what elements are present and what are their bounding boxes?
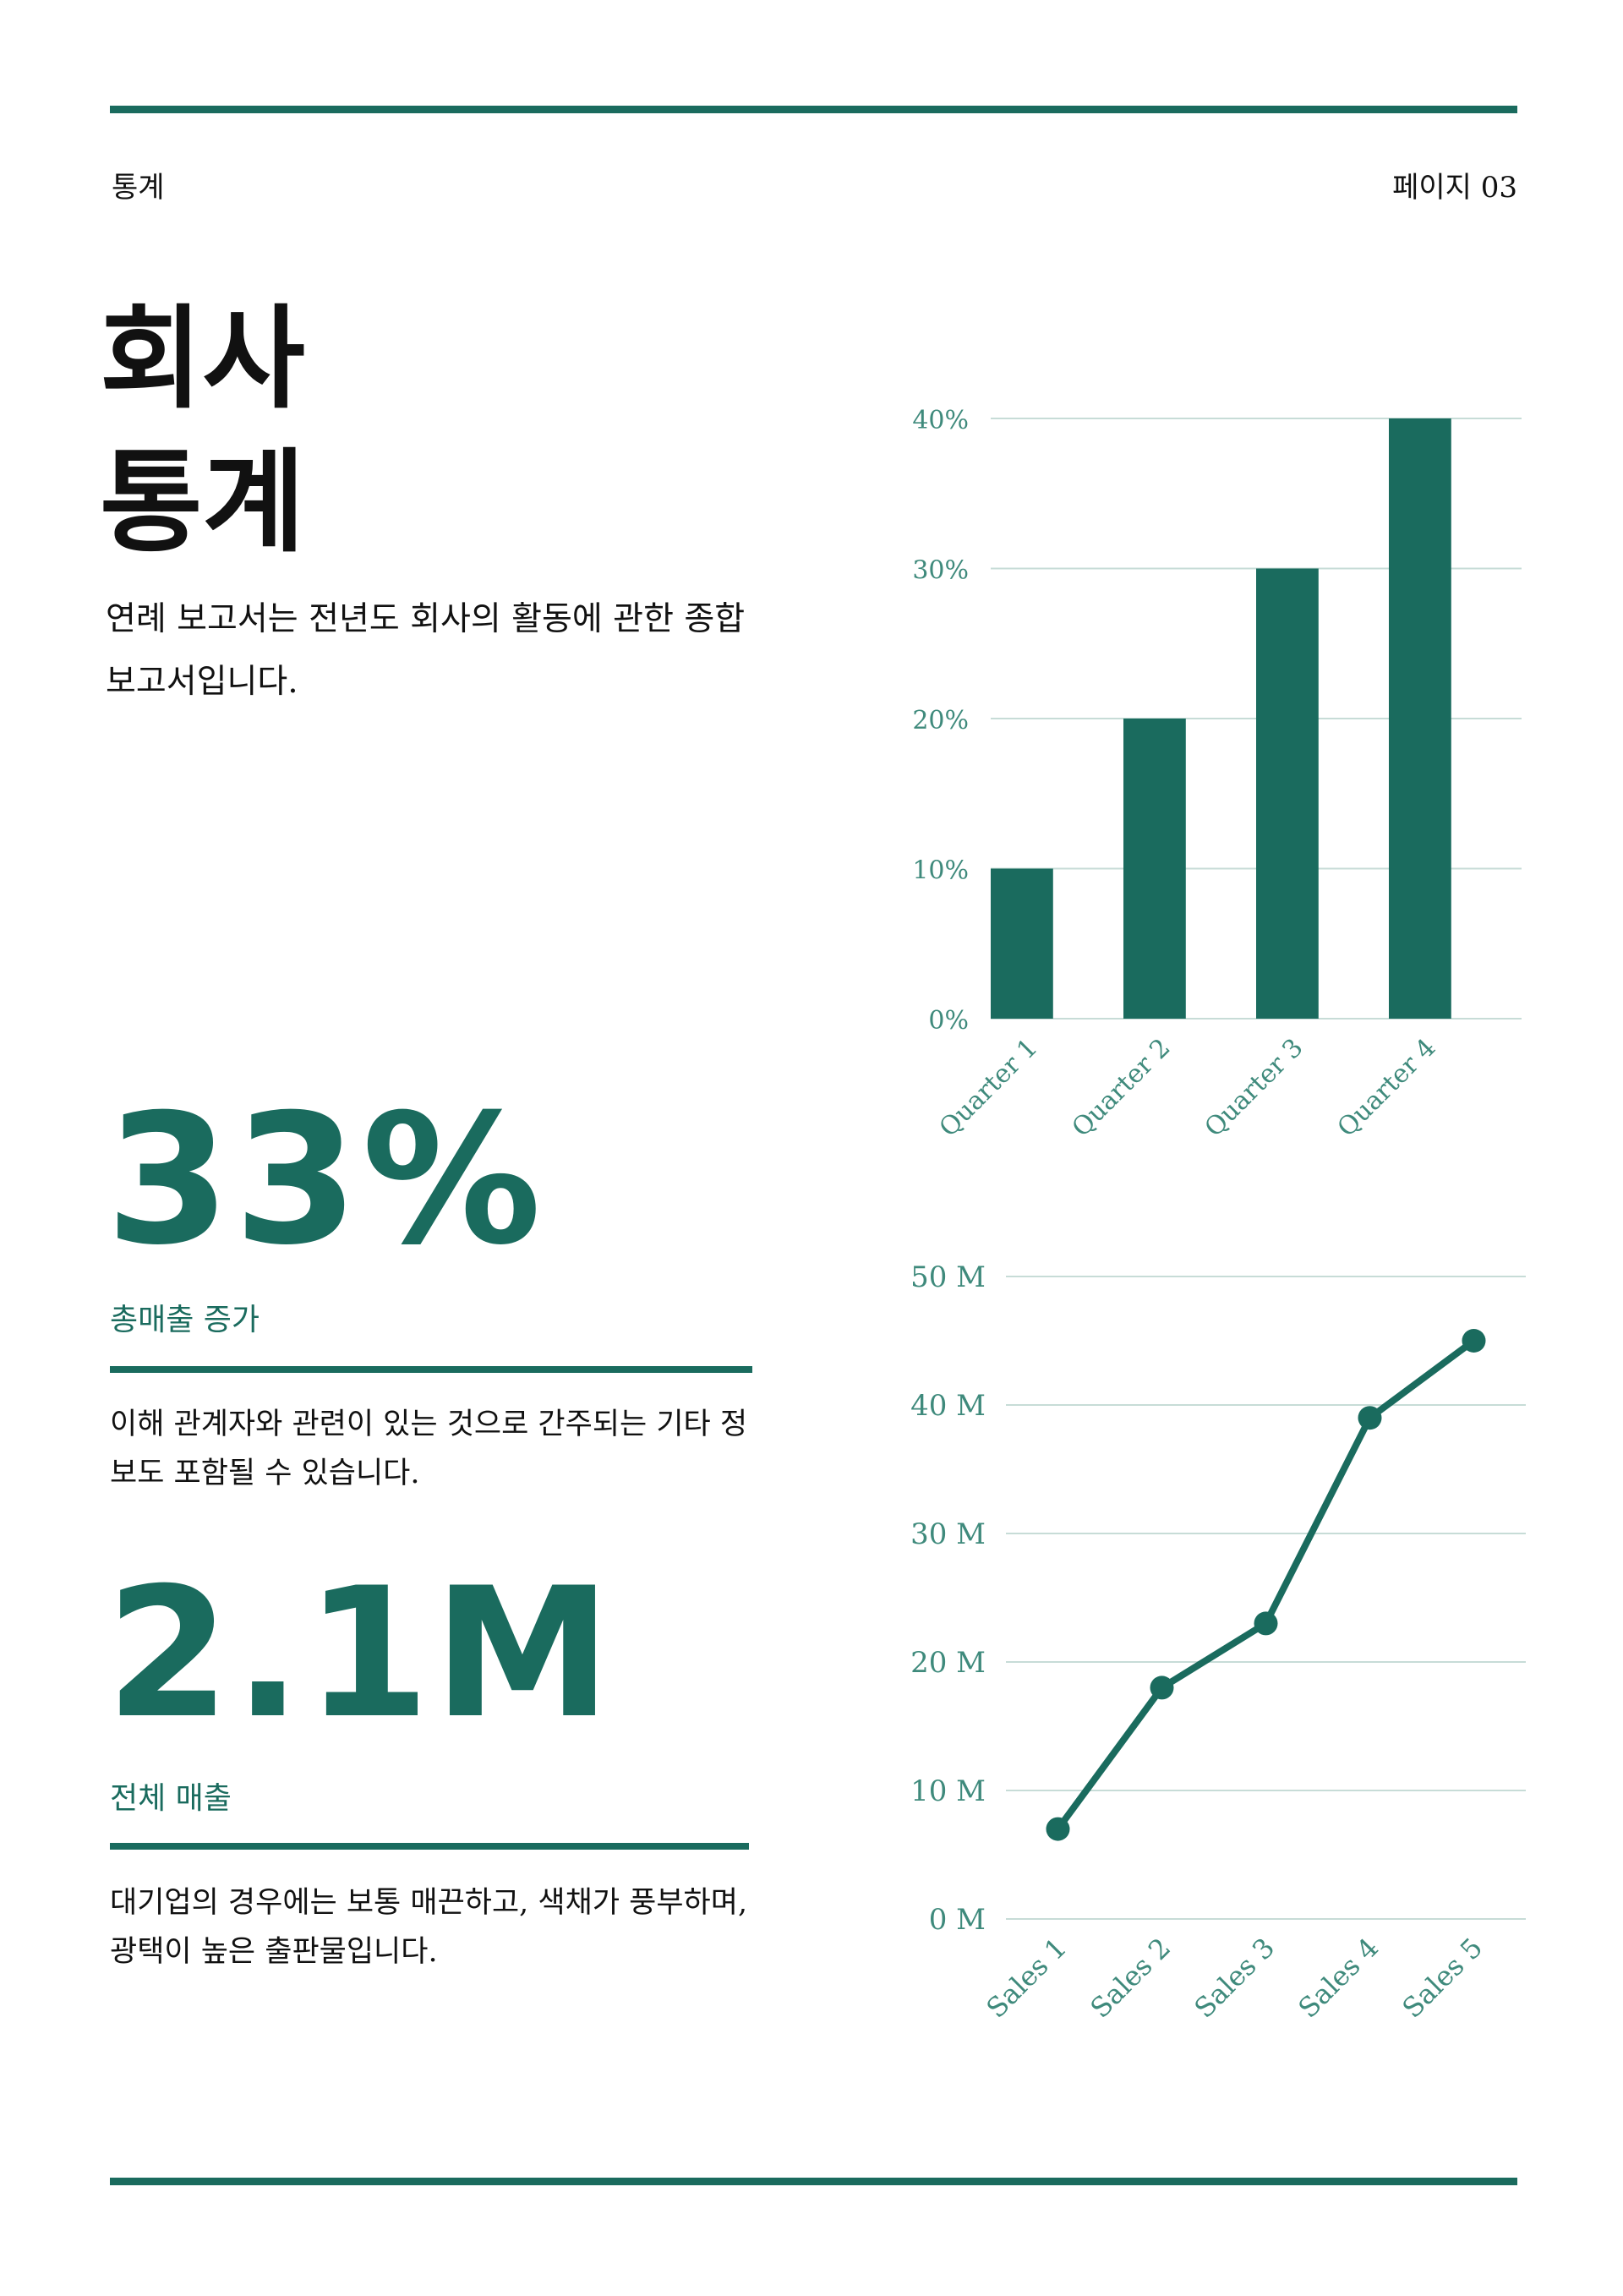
- bar-y-tick-label: 0%: [928, 1006, 969, 1036]
- line-y-tick-label: 30 M: [910, 1517, 986, 1551]
- data-point: [1046, 1817, 1070, 1841]
- data-point: [1358, 1406, 1382, 1430]
- line-x-tick-label: Sales 4: [1292, 1932, 1385, 2025]
- section-label: 통계: [112, 171, 165, 205]
- stat-value-sales: 2.1M: [106, 1549, 615, 1758]
- page-title: 회사 통계: [100, 287, 305, 575]
- stat-label-growth: 총매출 증가: [110, 1303, 260, 1337]
- stat-divider-sales: [110, 1843, 749, 1850]
- series-line: [1055, 1337, 1476, 1831]
- line-y-tick-label: 40 M: [910, 1389, 986, 1423]
- stat-description-sales: 대기업의 경우에는 보통 매끈하고, 색채가 풍부하며, 광택이 높은 출판물입…: [110, 1886, 748, 1969]
- bar-y-tick-label: 10%: [912, 856, 969, 886]
- top-rule: [110, 106, 1517, 113]
- bar-x-tick-label: Quarter 3: [1199, 1033, 1309, 1143]
- bar-y-tick-label: 40%: [912, 406, 969, 435]
- line-y-tick-label: 0 M: [929, 1903, 986, 1937]
- bar-chart: 0%10%20%30%40%Quarter 1 Quarter 2 Quarter …: [912, 406, 1522, 1143]
- data-point: [1150, 1676, 1174, 1700]
- line-y-tick-label: 50 M: [910, 1260, 986, 1294]
- page-title-line-2: 통계: [100, 438, 305, 568]
- intro-paragraph: 연례 보고서는 전년도 회사의 활동에 관한 종합 보고서입니다.: [106, 600, 746, 701]
- bar-x-tick-label: Quarter 4: [1331, 1033, 1441, 1143]
- stat-description-growth: 이해 관계자와 관련이 있는 것으로 간주되는 기타 정보도 포함될 수 있습니…: [110, 1408, 748, 1490]
- line-x-tick-label: Sales 3: [1188, 1932, 1281, 2025]
- bar-x-tick-label: Quarter 1: [933, 1033, 1043, 1143]
- line-x-tick-label: Sales 1: [980, 1932, 1073, 2025]
- bar-y-tick-label: 30%: [912, 556, 969, 586]
- stat-divider-growth: [110, 1366, 752, 1373]
- line-y-tick-label: 10 M: [910, 1774, 986, 1808]
- bottom-rule: [110, 2178, 1517, 2185]
- bar-y-tick-label: 20%: [912, 706, 969, 735]
- bar: [1123, 719, 1186, 1019]
- line-x-tick-label: Sales 5: [1396, 1932, 1489, 2025]
- bar: [991, 868, 1053, 1019]
- stat-value-growth: 33%: [106, 1075, 545, 1284]
- bar-x-tick-label: Quarter 2: [1066, 1033, 1176, 1143]
- bar: [1256, 568, 1319, 1019]
- page-number: 페이지 03: [1392, 171, 1517, 205]
- bar: [1389, 418, 1451, 1019]
- line-x-tick-label: Sales 2: [1084, 1932, 1177, 2025]
- page-title-line-1: 회사: [100, 294, 305, 424]
- line-y-tick-label: 20 M: [910, 1646, 986, 1680]
- data-point: [1462, 1329, 1486, 1353]
- data-point: [1254, 1611, 1278, 1636]
- stat-label-sales: 전체 매출: [110, 1781, 232, 1816]
